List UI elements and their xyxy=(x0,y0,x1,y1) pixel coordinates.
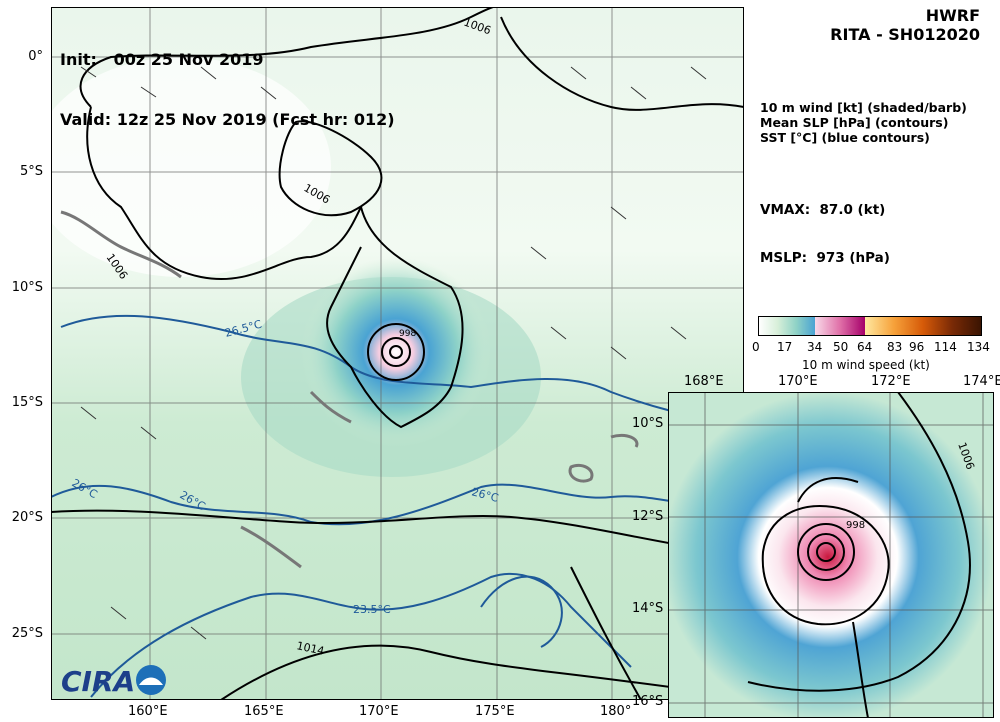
storm-intensity: VMAX: 87.0 (kt) MSLP: 973 (hPa) xyxy=(760,170,890,282)
forecast-times: Init: 00z 25 Nov 2019 Valid: 12z 25 Nov … xyxy=(60,10,395,150)
sst-label: 23.5°C xyxy=(353,603,391,616)
grid-lines xyxy=(51,7,744,700)
cira-logo: CIRA xyxy=(61,665,166,698)
model-title: HWRF RITA - SH012020 xyxy=(830,6,980,44)
cbar-tick: 134 xyxy=(967,340,990,354)
colorbar-label: 10 m wind speed (kt) xyxy=(802,358,930,372)
lon-label-175e: 175°E xyxy=(475,704,515,719)
lat-label-15s: 15°S xyxy=(11,395,43,410)
lat-label-10s: 10°S xyxy=(11,280,43,295)
inset-grid xyxy=(668,392,994,718)
field-legend: 10 m wind [kt] (shaded/barb) Mean SLP [h… xyxy=(760,100,967,145)
slp-label: 1014 xyxy=(295,639,325,658)
inset-lon-label: 170°E xyxy=(778,374,818,389)
storm-core-shading xyxy=(301,257,491,447)
legend-wind: 10 m wind [kt] (shaded/barb) xyxy=(760,100,967,115)
inset-lon-label: 174°E xyxy=(963,374,1000,389)
cbar-tick: 17 xyxy=(777,340,793,354)
cbar-tick: 50 xyxy=(833,340,849,354)
slp-contours xyxy=(50,4,745,701)
slp-label: 998 xyxy=(399,329,416,339)
lat-label-25s: 25°S xyxy=(11,626,43,641)
vmax-value: VMAX: 87.0 (kt) xyxy=(760,202,886,218)
mslp-value: MSLP: 973 (hPa) xyxy=(760,250,890,266)
cbar-tick: 0 xyxy=(752,340,760,354)
lat-label-5s: 5°S xyxy=(19,164,43,179)
inset-lat-12s: 12°S xyxy=(632,509,664,524)
legend-slp: Mean SLP [hPa] (contours) xyxy=(760,115,949,130)
cbar-tick: 96 xyxy=(909,340,925,354)
inset-lon-label: 172°E xyxy=(871,374,911,389)
inset-map: 1006 998 xyxy=(663,391,994,722)
inset-lon-label: 168°E xyxy=(684,374,724,389)
lon-label-160e: 160°E xyxy=(128,704,168,719)
storm-name: RITA - SH012020 xyxy=(830,25,980,44)
inset-lat-10s: 10°S xyxy=(632,416,664,431)
sst-contours xyxy=(50,314,745,698)
colorbar-ticks: 0 17 34 50 64 83 96 114 134 xyxy=(752,340,992,356)
wind-barbs xyxy=(80,66,707,640)
cbar-tick: 34 xyxy=(807,340,823,354)
lon-label-170e: 170°E xyxy=(359,704,399,719)
cbar-tick: 114 xyxy=(934,340,957,354)
lon-label-180: 180° xyxy=(600,704,632,719)
lon-label-165e: 165°E xyxy=(244,704,284,719)
init-time: Init: 00z 25 Nov 2019 xyxy=(60,50,264,69)
main-map: 1006 1006 1006 998 1014 26.5°C 26°C 26°C… xyxy=(31,4,745,701)
inset-map-canvas: 1006 998 xyxy=(663,391,994,722)
inset-lon-top: 168°E 170°E 172°E 174°E xyxy=(668,374,1000,390)
cbar-tick: 83 xyxy=(887,340,903,354)
valid-time: Valid: 12z 25 Nov 2019 (Fcst hr: 012) xyxy=(60,110,395,129)
slp-label: 998 xyxy=(846,520,865,531)
inset-lat-14s: 14°S xyxy=(632,601,664,616)
legend-sst: SST [°C] (blue contours) xyxy=(760,130,930,145)
inset-lat-16s: 16°S xyxy=(632,694,664,709)
inset-wind-shading xyxy=(663,392,993,722)
cbar-tick: 64 xyxy=(857,340,873,354)
main-map-canvas: 1006 1006 1006 998 1014 26.5°C 26°C 26°C… xyxy=(31,4,745,701)
model-name: HWRF xyxy=(925,6,980,25)
colorbar xyxy=(758,316,982,336)
lat-label-20s: 20°S xyxy=(11,510,43,525)
svg-text:CIRA: CIRA xyxy=(61,665,135,698)
lat-label-0: 0° xyxy=(28,49,43,64)
inset-slp-contours xyxy=(747,391,971,719)
